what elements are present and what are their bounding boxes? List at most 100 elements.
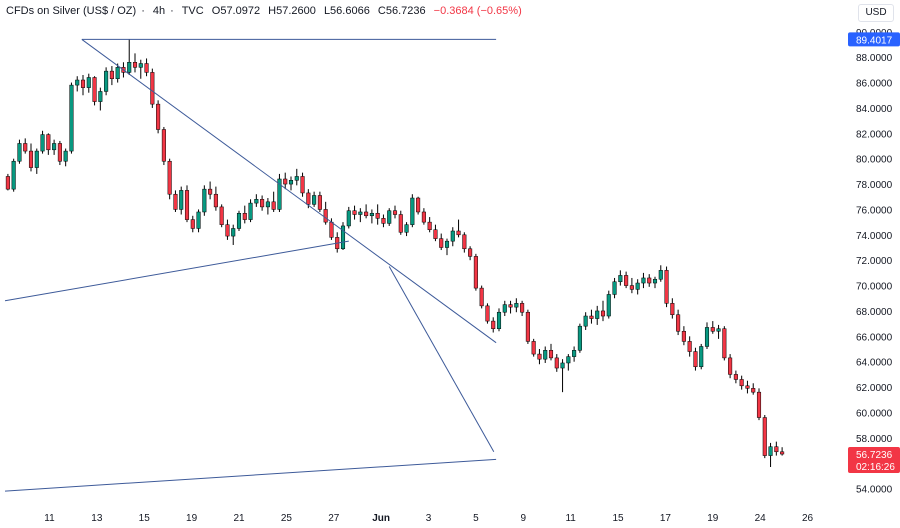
candle	[664, 266, 669, 308]
candle	[456, 219, 461, 238]
time-tick-label: 9	[520, 513, 526, 524]
candle-body	[462, 234, 467, 250]
candle-body	[745, 385, 750, 389]
candle-body	[98, 91, 103, 102]
currency-button[interactable]: USD	[858, 4, 894, 22]
candle-body	[5, 176, 10, 190]
candle-body	[225, 224, 230, 237]
candle-body	[444, 240, 450, 248]
candle-body	[647, 277, 652, 284]
candle	[508, 300, 513, 314]
candle	[173, 190, 178, 212]
last-price-tag	[848, 447, 900, 474]
candle-body	[265, 201, 270, 208]
candle-body	[104, 70, 109, 92]
candle-body	[392, 210, 398, 215]
candle	[242, 205, 247, 224]
candle	[502, 300, 507, 317]
price-axis[interactable]: 90.000088.000086.000084.000082.000080.00…	[856, 28, 893, 496]
candle	[196, 209, 201, 233]
candle-body	[520, 303, 525, 313]
candle	[577, 323, 582, 353]
candle	[5, 173, 10, 191]
candle	[670, 298, 675, 319]
candle	[98, 87, 103, 111]
candle-body	[537, 353, 542, 360]
candle	[40, 130, 45, 154]
candle-body	[502, 304, 507, 313]
open-value: O57.0972	[211, 5, 261, 17]
candle	[710, 321, 715, 334]
candle-body	[86, 77, 91, 88]
candle-body	[612, 281, 617, 295]
candle-body	[699, 346, 704, 368]
candle-body	[23, 143, 28, 152]
candle	[231, 224, 236, 245]
candle	[531, 338, 536, 357]
candle	[595, 305, 600, 325]
candle	[340, 222, 346, 251]
candle-body	[739, 379, 744, 387]
candle-body	[728, 357, 733, 375]
candle-body	[40, 134, 45, 152]
candle	[416, 196, 421, 215]
candle	[641, 272, 646, 289]
candle	[543, 346, 548, 363]
candle-body	[364, 211, 369, 217]
candle	[156, 100, 161, 134]
candle	[566, 354, 571, 371]
candle-body	[485, 305, 490, 322]
candle-body	[127, 62, 132, 73]
price-tick-label: 88.0000	[856, 53, 893, 64]
candle-body	[774, 446, 779, 453]
interval-label[interactable]: 4h	[152, 5, 166, 17]
candle-body	[208, 188, 213, 195]
candle-body	[508, 304, 513, 308]
candle-body	[346, 210, 351, 227]
price-tick-label: 66.0000	[856, 332, 893, 343]
price-tick-label: 72.0000	[856, 256, 893, 267]
symbol-name[interactable]: CFDs on Silver (US$ / OZ)	[6, 5, 137, 17]
candle-body	[167, 160, 172, 195]
candle-body	[583, 315, 588, 327]
candle	[450, 227, 455, 247]
change-value: −0.3684 (−0.65%)	[433, 5, 522, 17]
candle-body	[635, 282, 640, 290]
candle	[369, 209, 374, 224]
candle-body	[496, 311, 502, 329]
price-tick-label: 86.0000	[856, 79, 893, 90]
candle	[514, 298, 519, 313]
candle-body	[46, 134, 51, 151]
price-tick-label: 74.0000	[856, 231, 893, 242]
candle-body	[358, 211, 363, 215]
level-price-tag	[848, 32, 900, 47]
candle-body	[28, 150, 34, 168]
price-axis-panel[interactable]	[848, 26, 900, 510]
candle-body	[693, 351, 698, 368]
candle	[745, 380, 750, 394]
source-label: TVC	[181, 5, 204, 17]
candle-body	[722, 328, 727, 359]
candle	[722, 326, 727, 361]
candle-body	[733, 374, 738, 380]
price-tick-label: 58.0000	[856, 434, 893, 445]
candle	[387, 208, 392, 226]
candle-body	[664, 270, 669, 304]
candle	[473, 253, 478, 291]
time-tick-label: 17	[660, 513, 672, 524]
candle	[52, 139, 57, 155]
candle	[167, 158, 172, 200]
time-tick-label: 3	[426, 513, 432, 524]
time-axis[interactable]: 11 13 15 19 21 25 27 Jun 3 5 9 11 15 17 19 24 26	[44, 513, 813, 524]
candle-body	[63, 150, 68, 162]
candle	[202, 185, 207, 216]
candle	[288, 176, 294, 191]
candle	[104, 67, 109, 96]
candle	[248, 199, 253, 223]
candle-body	[652, 278, 658, 284]
trendlines[interactable]	[4, 38, 497, 492]
candle	[485, 303, 490, 324]
